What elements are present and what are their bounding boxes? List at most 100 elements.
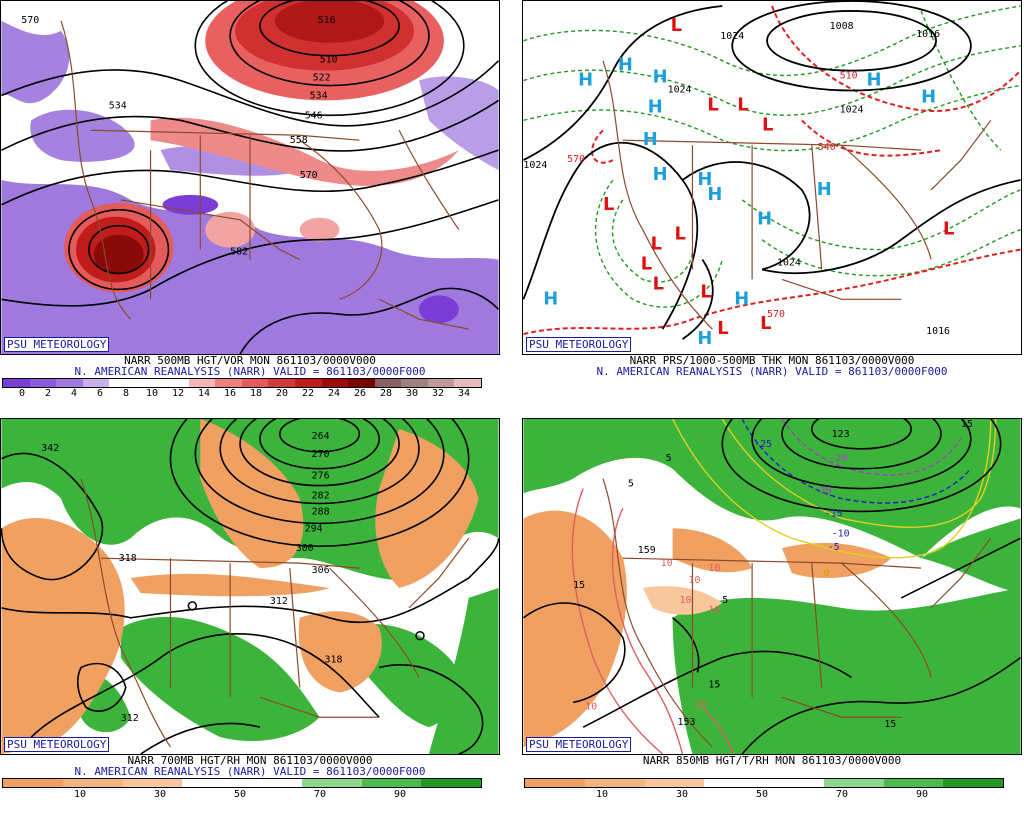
colorbar-swatch <box>268 379 296 387</box>
colorbar-tick-label: 24 <box>327 388 341 399</box>
panel-500mb-hgt-vor: 570 516 510 522 534 546 558 570 582 534 … <box>0 0 500 400</box>
colorbar-swatch <box>242 779 302 787</box>
contour-label: 5 <box>722 595 728 606</box>
colorbar-tick-label: 50 <box>755 789 769 800</box>
contour-label: 312 <box>121 713 139 724</box>
vorticity-colorbar-ticks: 0 2 4 6 8 10 12 14 16 18 20 22 24 26 28 30 32 34 <box>0 388 500 400</box>
colorbar-swatch <box>215 379 242 387</box>
contour-label: 288 <box>312 506 330 517</box>
contour-label: 276 <box>312 471 330 482</box>
low-pressure-marker: L <box>671 15 682 36</box>
panel-700mb-hgt-rh: 342 264 270 276 282 288 294 300 306 318 … <box>0 418 500 818</box>
psu-meteorology-logo: PSU METEOROLOGY <box>526 737 632 752</box>
vorticity-low-region <box>1 20 70 104</box>
high-pressure-marker: H <box>817 179 832 200</box>
contour-label: 20 <box>694 699 706 710</box>
colorbar-swatch <box>109 379 136 387</box>
colorbar-swatch <box>348 379 375 387</box>
colorbar-swatch <box>321 379 349 387</box>
rh-colorbar <box>524 778 1004 788</box>
high-pressure-marker: H <box>653 164 668 185</box>
rh-moist-region <box>921 518 1021 593</box>
contour-label: 0 <box>824 568 830 579</box>
contour-label: 264 <box>312 431 330 442</box>
rh-dry-region <box>781 543 892 579</box>
colorbar-swatch <box>162 379 189 387</box>
low-pressure-marker: L <box>762 114 773 135</box>
map-500mb[interactable]: 570 516 510 522 534 546 558 570 582 534 <box>0 0 500 355</box>
panel-subtitle: N. AMERICAN REANALYSIS (NARR) VALID = 86… <box>74 365 426 378</box>
colorbar-swatch <box>374 379 402 387</box>
colorbar-tick-label: 30 <box>405 388 419 399</box>
contour-label: 270 <box>312 449 330 460</box>
contour-label: 1008 <box>830 21 854 32</box>
colorbar-tick-label: 16 <box>223 388 237 399</box>
rh-dry-region <box>200 419 304 569</box>
psu-meteorology-logo: PSU METEOROLOGY <box>526 337 632 352</box>
map-700mb-svg: 342 264 270 276 282 288 294 300 306 318 … <box>1 419 499 754</box>
map-850mb-svg: 123 -25 -20 -20 -15 -10 -5 0 5 5 15 159 … <box>523 419 1021 754</box>
contour-label: 15 <box>708 679 720 690</box>
panel-title: NARR 850MB HGT/T/RH MON 861103/0000V000 <box>642 754 902 767</box>
contour-label: 570 <box>21 15 39 26</box>
high-pressure-marker: H <box>653 67 668 88</box>
rh-dry-region <box>1 518 125 754</box>
map-700mb[interactable]: 342 264 270 276 282 288 294 300 306 318 … <box>0 418 500 755</box>
colorbar-swatch <box>883 779 944 787</box>
colorbar-tick-label: 90 <box>915 789 929 800</box>
colorbar-swatch <box>943 779 1003 787</box>
low-pressure-marker: L <box>653 273 664 294</box>
colorbar-swatch <box>401 379 428 387</box>
contour-label: 534 <box>109 100 127 111</box>
high-pressure-marker: H <box>697 328 712 349</box>
vorticity-low-region <box>30 109 135 162</box>
contour-label: 522 <box>313 73 331 84</box>
contour-label: -25 <box>754 439 772 450</box>
high-pressure-marker: H <box>921 86 936 107</box>
rh-colorbar <box>2 778 482 788</box>
colorbar-tick-label: 90 <box>393 789 407 800</box>
low-pressure-marker: L <box>717 318 728 339</box>
low-pressure-marker: L <box>737 94 748 115</box>
colorbar-tick-label: 10 <box>595 789 609 800</box>
low-pressure-marker: L <box>760 313 771 334</box>
low-pressure-marker: L <box>603 194 614 215</box>
contour-label: 516 <box>318 15 336 26</box>
colorbar-tick-label: 20 <box>275 388 289 399</box>
colorbar-tick-label: 2 <box>44 388 52 399</box>
vorticity-high-band <box>150 117 459 186</box>
colorbar-swatch <box>421 779 481 787</box>
contour-label: 1024 <box>777 258 801 269</box>
high-pressure-marker: H <box>543 288 558 309</box>
contour-label: 570 <box>300 170 318 181</box>
panel-title: NARR 700MB HGT/RH MON 861103/0000V000 <box>127 754 373 767</box>
contour-label: 318 <box>119 553 137 564</box>
colorbar-tick-label: 8 <box>122 388 130 399</box>
colorbar-swatch <box>56 379 83 387</box>
colorbar-tick-label: 34 <box>457 388 471 399</box>
contour-label: 153 <box>678 717 696 728</box>
rh-colorbar-ticks: 10 30 50 70 90 <box>0 789 500 801</box>
map-850mb[interactable]: 123 -25 -20 -20 -15 -10 -5 0 5 5 15 159 … <box>522 418 1022 755</box>
low-pressure-marker: L <box>700 281 711 302</box>
colorbar-tick-label: 4 <box>70 388 78 399</box>
rh-moist-region <box>672 587 1021 754</box>
colorbar-swatch <box>823 779 884 787</box>
contour-label: 1024 <box>840 104 864 115</box>
contour-label: 570 <box>767 309 785 320</box>
colorbar-swatch <box>361 779 422 787</box>
panel-title: NARR 500MB HGT/VOR MON 861103/0000V000 <box>124 354 376 367</box>
contour-label: -5 <box>828 542 840 553</box>
panel-850mb-hgt-t-rh: 123 -25 -20 -20 -15 -10 -5 0 5 5 15 159 … <box>522 418 1022 818</box>
colorbar-tick-label: 12 <box>171 388 185 399</box>
panel-title: NARR PRS/1000-500MB THK MON 861103/0000V… <box>629 354 915 367</box>
rh-dry-region <box>298 611 382 693</box>
colorbar-swatch <box>188 379 216 387</box>
map-prs-thk[interactable]: H H H H H H H H H H H H H H H L L L L L <box>522 0 1022 355</box>
colorbar-tick-label: 10 <box>73 789 87 800</box>
contour-label: 5 <box>666 453 672 464</box>
contour-label: 540 <box>818 142 836 153</box>
colorbar-swatch <box>704 779 764 787</box>
colorbar-swatch <box>3 779 63 787</box>
colorbar-tick-label: 10 <box>145 388 159 399</box>
